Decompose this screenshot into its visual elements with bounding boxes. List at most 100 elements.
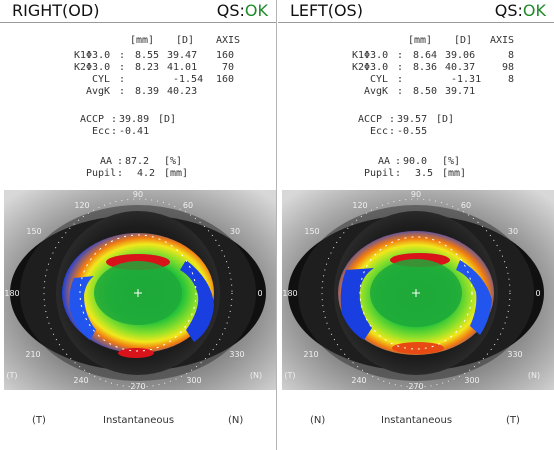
colon: : <box>397 74 404 85</box>
dial-label-210: 210 <box>303 350 318 359</box>
panel-header: RIGHT(OD) QS:OK <box>0 0 276 23</box>
k2-d: 40.37 <box>445 62 476 73</box>
accp-value: 39.89 <box>119 114 150 125</box>
ecc-label: Ecc <box>92 126 111 137</box>
dial-side-left: (T) <box>284 371 295 380</box>
aa-unit: [%] <box>442 156 461 167</box>
left-eye-panel: LEFT(OS) QS:OK [mm] [D] AXIS K1Φ3.0 : 8.… <box>278 0 554 450</box>
qs-ok: OK <box>244 1 268 20</box>
keratometry-table: [mm] [D] AXIS K1Φ3.0 : 8.55 39.47 160 K2… <box>0 35 276 195</box>
aa-label: AA <box>100 156 113 167</box>
steep-zone-inferior <box>392 342 444 354</box>
caption-right: (T) <box>506 415 520 426</box>
dial-label-210: 210 <box>25 350 40 359</box>
map-type-label: Instantaneous <box>103 415 175 426</box>
unit-axis: AXIS <box>490 35 515 46</box>
map-type-label: Instantaneous <box>381 415 453 426</box>
pupil-value: 3.5 <box>415 168 434 179</box>
cyl-axis: 160 <box>216 74 235 85</box>
qs-label: QS: <box>494 1 523 20</box>
avgk-mm: 8.50 <box>413 86 438 97</box>
ecc-value: -0.55 <box>397 126 428 137</box>
avgk-mm: 8.39 <box>135 86 160 97</box>
k1-d: 39.47 <box>167 50 198 61</box>
k1-mm: 8.64 <box>413 50 438 61</box>
colon: : <box>395 156 402 167</box>
cyl-d: -1.31 <box>451 74 482 85</box>
dial-label-90: 90 <box>411 190 421 199</box>
colon: : <box>397 50 404 61</box>
dial-label-180: 180 <box>4 289 19 298</box>
k1-mm: 8.55 <box>135 50 160 61</box>
dial-label-60: 60 <box>183 201 193 210</box>
cyl-label: CYL <box>370 74 389 85</box>
dial-label-150: 150 <box>26 227 41 236</box>
dial-label-120: 120 <box>74 201 89 210</box>
quality-status: QS:OK <box>495 1 546 20</box>
colon: : <box>389 114 396 125</box>
aa-label: AA <box>378 156 391 167</box>
accp-label: ACCP <box>80 114 105 125</box>
dial-label-30: 30 <box>230 227 240 236</box>
dial-label-330: 330 <box>229 350 244 359</box>
dial-label-150: 150 <box>304 227 319 236</box>
dial-label-270: 270 <box>408 382 423 390</box>
cyl-label: CYL <box>92 74 111 85</box>
topography-svg: 90 60 30 0 330 300 270 240 210 180 150 1… <box>4 190 276 390</box>
dial-label-180: 180 <box>282 289 297 298</box>
k2-label: K2Φ3.0 <box>74 62 111 73</box>
colon: : <box>119 86 126 97</box>
eye-title: RIGHT(OD) <box>12 1 100 20</box>
pupil-unit: [mm] <box>442 168 467 179</box>
dial-label-30: 30 <box>508 227 518 236</box>
blue-zone-left <box>69 276 96 340</box>
dial-label-300: 300 <box>464 376 479 385</box>
qs-label: QS: <box>216 1 245 20</box>
k1-label: K1Φ3.0 <box>352 50 389 61</box>
k1-axis: 160 <box>216 50 235 61</box>
blue-zone-left <box>340 268 374 340</box>
pupil-label: Pupil <box>364 168 395 179</box>
dial-label-270: 270 <box>130 382 145 390</box>
unit-axis: AXIS <box>216 35 241 46</box>
aa-value: 90.0 <box>403 156 428 167</box>
cyl-d: -1.54 <box>173 74 204 85</box>
keratometry-table: [mm] [D] AXIS K1Φ3.0 : 8.64 39.06 8 K2Φ3… <box>278 35 554 195</box>
panel-header: LEFT(OS) QS:OK <box>278 0 554 23</box>
k2-axis: 70 <box>222 62 235 73</box>
avgk-d: 39.71 <box>445 86 476 97</box>
degree-dial <box>321 198 511 388</box>
k1-axis: 8 <box>508 50 515 61</box>
ecc-value: -0.41 <box>119 126 150 137</box>
unit-d: [D] <box>176 35 195 46</box>
caption-right: (N) <box>228 415 244 426</box>
steep-zone-inferior <box>118 348 154 358</box>
avgk-label: AvgK <box>86 86 111 97</box>
aa-unit: [%] <box>164 156 183 167</box>
accp-label: ACCP <box>358 114 383 125</box>
k2-label: K2Φ3.0 <box>352 62 389 73</box>
unit-d: [D] <box>454 35 473 46</box>
colon: : <box>119 62 126 73</box>
colon: : <box>111 126 118 137</box>
quality-status: QS:OK <box>217 1 268 20</box>
caption-left: (T) <box>32 415 46 426</box>
colon: : <box>119 74 126 85</box>
colon: : <box>389 126 396 137</box>
avgk-label: AvgK <box>364 86 389 97</box>
dial-label-120: 120 <box>352 201 367 210</box>
dial-side-left: (T) <box>6 371 17 380</box>
eye-title: LEFT(OS) <box>290 1 363 20</box>
k2-mm: 8.23 <box>135 62 160 73</box>
topography-svg: 90 60 30 0 330 300 270 240 210 180 150 1… <box>282 190 554 390</box>
k2-axis: 98 <box>502 62 515 73</box>
accp-unit: [D] <box>436 114 455 125</box>
pupil-label: Pupil <box>86 168 117 179</box>
k1-label: K1Φ3.0 <box>74 50 111 61</box>
k1-d: 39.06 <box>445 50 476 61</box>
degree-dial <box>43 198 233 388</box>
dial-side-right: (N) <box>528 371 540 380</box>
dial-label-330: 330 <box>507 350 522 359</box>
dial-label-0: 0 <box>535 289 540 298</box>
ecc-label: Ecc <box>370 126 389 137</box>
